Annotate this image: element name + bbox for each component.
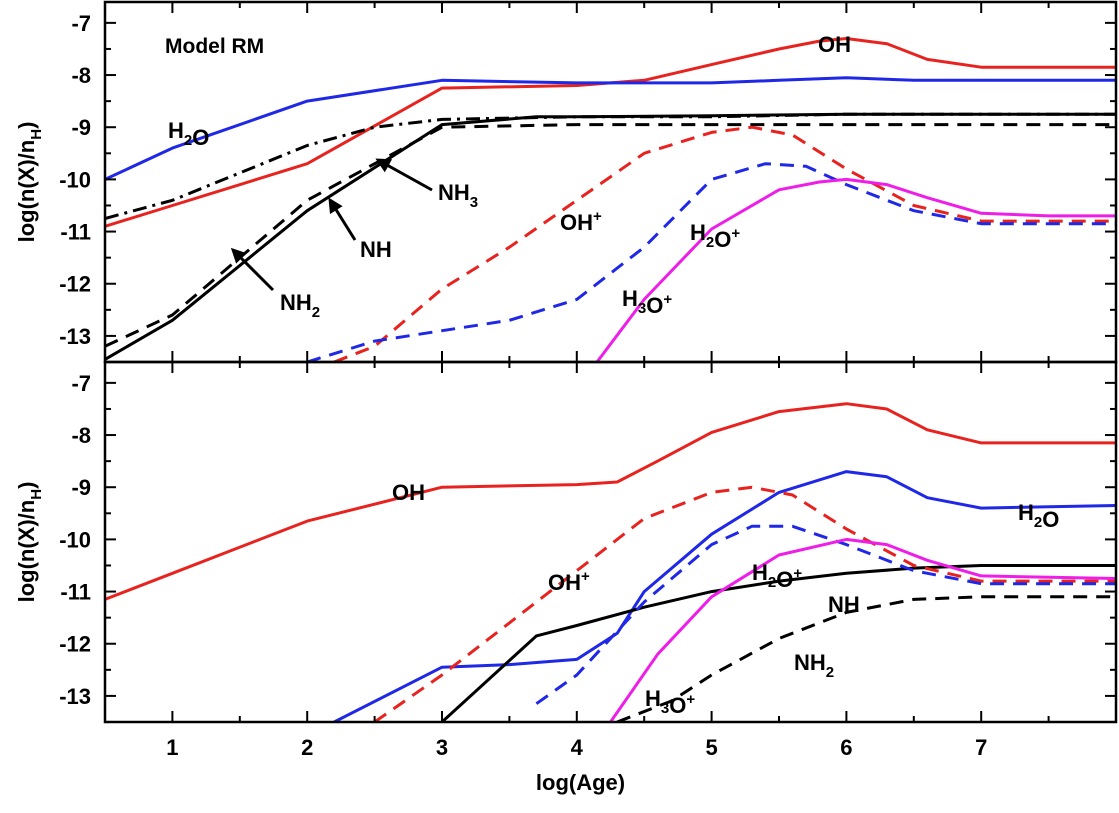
x-tick-label: 7 <box>975 735 987 760</box>
y-tick-label: -7 <box>71 371 91 396</box>
series-line-h2o <box>333 470 1116 722</box>
series-group <box>105 402 1116 722</box>
curve-label: NH2 <box>280 290 320 321</box>
curve-label: NH2 <box>794 650 834 681</box>
x-tick-label: 2 <box>301 735 313 760</box>
y-tick-label: -12 <box>59 272 91 297</box>
curve-label: OH+ <box>560 208 602 235</box>
curve-label: NH <box>828 592 860 617</box>
series-line-nh <box>105 123 1116 348</box>
series-line-h3o-plus <box>609 537 1116 722</box>
x-tick-label: 4 <box>571 735 584 760</box>
y-tick-label: -13 <box>59 324 91 349</box>
curve-label: H2O <box>1018 500 1059 532</box>
y-tick-label: -8 <box>71 63 91 88</box>
y-tick-label: -10 <box>59 167 91 192</box>
y-axis-title: log(n(X)/nH) <box>14 122 45 243</box>
series-group <box>105 37 1116 362</box>
series-line-nh2 <box>105 112 1116 361</box>
panel-title: Model RM <box>165 35 264 58</box>
y-tick-label: -8 <box>71 423 91 448</box>
plot-frame <box>103 360 1118 724</box>
y-tick-label: -11 <box>60 220 91 245</box>
series-line-h2o-plus <box>306 162 1116 362</box>
x-tick-label: 6 <box>840 735 852 760</box>
series-line-nh2 <box>616 595 1116 722</box>
series-line-oh-plus <box>333 125 1116 362</box>
y-tick-label: -7 <box>71 11 91 36</box>
curve-label: OH <box>818 32 851 57</box>
y-tick-label: -11 <box>60 580 91 605</box>
y-axis-title: log(n(X)/nH) <box>14 482 45 603</box>
annotation-arrow <box>375 158 433 192</box>
curve-label: H2O <box>168 118 209 150</box>
series-line-h2o-plus <box>535 524 1116 705</box>
panel-top: -13 -12 -11 -10 -9 -8 -7 log(n(X)/nH) Model RM OH… <box>14 0 1118 364</box>
x-tick-label: 1 <box>166 735 178 760</box>
y-tick-label: -12 <box>59 632 91 657</box>
series-line-oh <box>105 37 1116 228</box>
x-tick-label: 5 <box>705 735 717 760</box>
y-tick-label: -10 <box>59 527 91 552</box>
y-tick-label: -9 <box>71 115 91 140</box>
curve-label: NH3 <box>438 180 478 211</box>
series-line-h3o-plus <box>595 177 1116 362</box>
annotation-arrow <box>230 247 275 292</box>
y-tick-label: -13 <box>59 684 91 709</box>
curve-label: H2O+ <box>752 560 802 592</box>
curve-label: H3O+ <box>645 686 695 718</box>
x-tick-label: 3 <box>436 735 448 760</box>
x-axis-title: log(Age) <box>536 770 625 795</box>
curve-label: H3O+ <box>622 286 672 318</box>
curve-label: H2O+ <box>690 220 740 252</box>
panel-bottom: -13 -12 -11 -10 -9 -8 -7 1 2 3 4 5 6 7 log(Age) log(n(X… <box>14 360 1118 795</box>
y-tick-label: -9 <box>71 475 91 500</box>
series-line-oh <box>105 402 1116 601</box>
curve-label: OH <box>392 480 425 505</box>
series-line-h2o <box>105 76 1116 181</box>
curve-label: OH+ <box>548 568 590 595</box>
series-line-nh3 <box>105 112 1116 220</box>
series-line-oh-plus <box>373 485 1116 722</box>
annotation-arrow <box>328 197 357 241</box>
curve-label: NH <box>360 237 392 262</box>
